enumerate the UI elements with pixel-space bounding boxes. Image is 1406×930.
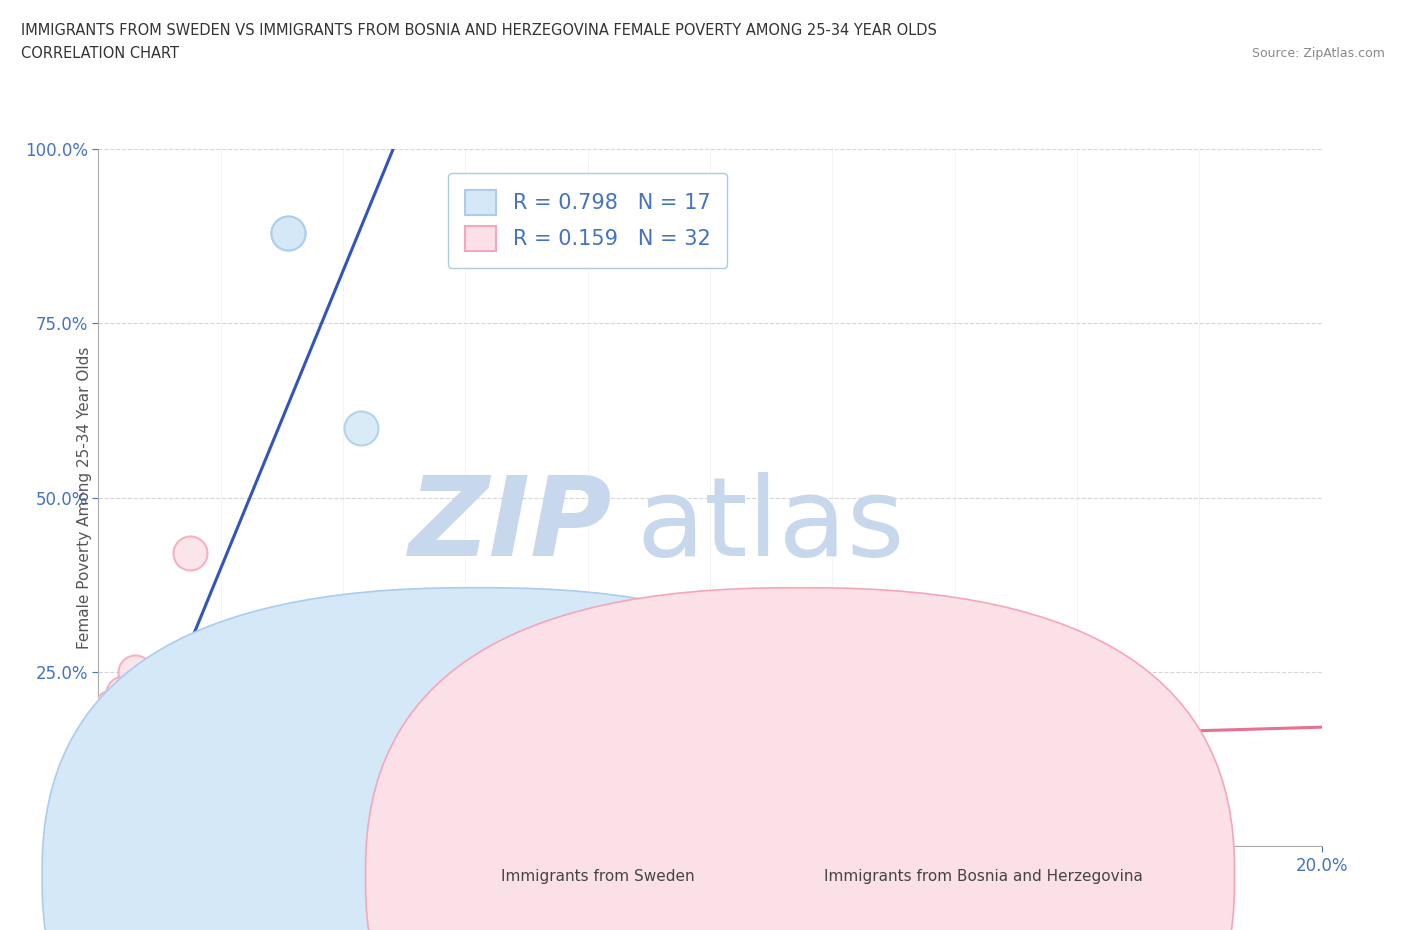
Text: Immigrants from Bosnia and Herzegovina: Immigrants from Bosnia and Herzegovina — [824, 869, 1143, 883]
Point — [93, 825, 115, 840]
Legend: R = 0.798   N = 17, R = 0.159   N = 32: R = 0.798 N = 17, R = 0.159 N = 32 — [449, 173, 727, 268]
Point — [105, 735, 128, 750]
Point — [93, 804, 115, 819]
Point — [111, 804, 134, 819]
Point — [160, 699, 183, 714]
Point — [105, 818, 128, 833]
Point — [270, 735, 292, 750]
Y-axis label: Female Poverty Among 25-34 Year Olds: Female Poverty Among 25-34 Year Olds — [77, 346, 91, 649]
Point — [100, 818, 122, 833]
Text: IMMIGRANTS FROM SWEDEN VS IMMIGRANTS FROM BOSNIA AND HERZEGOVINA FEMALE POVERTY : IMMIGRANTS FROM SWEDEN VS IMMIGRANTS FRO… — [21, 23, 936, 38]
Point — [222, 699, 245, 714]
Point — [319, 804, 342, 819]
Text: Immigrants from Sweden: Immigrants from Sweden — [501, 869, 695, 883]
Point — [155, 735, 177, 750]
Point — [100, 699, 122, 714]
Point — [759, 748, 782, 763]
Point — [105, 818, 128, 833]
Point — [124, 818, 146, 833]
Point — [118, 769, 141, 784]
Point — [118, 825, 141, 840]
Point — [129, 839, 152, 854]
Text: atlas: atlas — [637, 472, 905, 579]
Point — [100, 825, 122, 840]
Point — [167, 713, 190, 728]
Point — [136, 685, 159, 700]
Point — [191, 685, 214, 700]
Text: Source: ZipAtlas.com: Source: ZipAtlas.com — [1251, 46, 1385, 60]
Point — [197, 783, 219, 798]
Point — [100, 804, 122, 819]
Point — [105, 783, 128, 798]
Point — [142, 769, 165, 784]
Text: CORRELATION CHART: CORRELATION CHART — [21, 46, 179, 61]
Point — [277, 225, 299, 240]
Point — [179, 546, 201, 561]
Point — [100, 818, 122, 833]
Point — [93, 839, 115, 854]
Text: ZIP: ZIP — [409, 472, 612, 579]
Point — [124, 665, 146, 680]
Point — [93, 818, 115, 833]
Point — [118, 804, 141, 819]
Point — [100, 804, 122, 819]
Point — [111, 685, 134, 700]
Point — [149, 839, 172, 854]
Point — [93, 839, 115, 854]
Point — [93, 839, 115, 854]
Point — [118, 797, 141, 812]
Point — [93, 804, 115, 819]
Point — [149, 804, 172, 819]
Point — [93, 769, 115, 784]
Point — [423, 755, 446, 770]
Point — [1097, 735, 1119, 750]
Point — [277, 225, 299, 240]
Point — [350, 420, 373, 435]
Point — [233, 769, 256, 784]
Point — [129, 783, 152, 798]
Point — [111, 804, 134, 819]
